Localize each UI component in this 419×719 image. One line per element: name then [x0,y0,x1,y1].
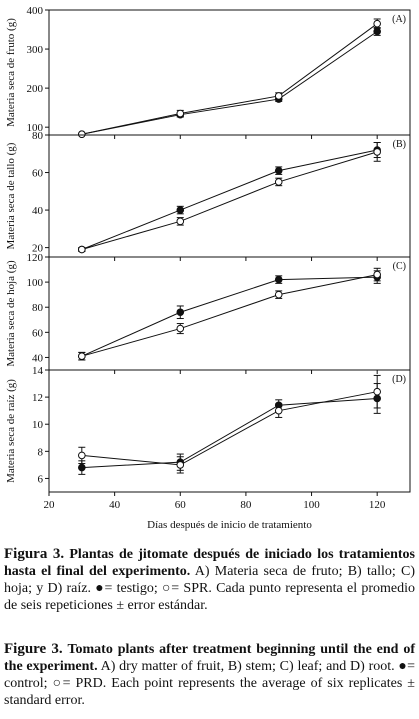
y-axis-label: Materia seca de hoja (g) [5,260,17,367]
panel-frame [48,256,411,371]
panel-frame [48,369,411,493]
panel-label: (B) [393,139,406,150]
y-axis-label: Materia seca de fruto (g) [5,18,17,127]
caption-es-label: Figura 3. [4,546,65,562]
caption-en-text: A) dry matter of fruit, B) stem; C) leaf… [4,659,415,708]
data-point-open [274,178,283,186]
x-tick-label: 20 [44,499,56,511]
y-tick-label: 100 [27,122,44,134]
data-point-open [373,387,381,396]
data-point-filled [176,308,185,317]
y-tick-label: 80 [32,302,44,314]
series-line [81,391,378,466]
y-tick-label: 14 [32,365,44,377]
data-point-open [176,461,185,469]
panel-frame [48,9,411,136]
data-point-open [373,148,381,156]
x-axis-label: Días después de inicio de tratamiento [147,519,312,531]
data-point-open [274,92,283,100]
caption-es-bold: Plantas de jitomate después de iniciado … [4,547,415,579]
y-tick-label: 60 [32,327,44,339]
data-point-open [176,217,185,226]
series-line [81,23,378,135]
series-line [81,276,378,357]
y-tick-label: 40 [32,205,44,217]
data-point-open [176,109,185,118]
panel-label: (D) [392,374,406,385]
data-point-open [78,451,86,460]
caption-en-bold: Tomato plants after treatment beginning … [4,642,415,674]
data-point-open [176,324,185,333]
data-point-open [78,130,86,139]
data-point-filled [373,394,381,403]
data-point-open [78,245,86,254]
y-tick-label: 100 [27,277,44,289]
x-tick-label: 120 [369,499,386,511]
y-tick-label: 12 [32,392,43,404]
y-tick-label: 200 [27,83,44,95]
panel-label: (C) [393,261,406,272]
data-point-filled [373,27,381,36]
series-line [81,31,378,135]
x-tick-label: 80 [240,499,252,511]
series-line [81,149,378,250]
caption-english: Figure 3. Tomato plants after treatment … [4,641,415,709]
panel-label: (A) [392,14,406,25]
y-tick-label: 80 [32,130,44,142]
y-tick-label: 120 [27,252,44,264]
data-point-open [373,19,381,28]
x-tick-label: 100 [303,499,320,511]
data-point-open [274,406,283,415]
y-tick-label: 6 [38,473,44,485]
y-tick-label: 300 [27,44,44,56]
y-tick-label: 60 [32,168,44,180]
y-axis-label: Materia seca de raíz (g) [5,379,17,483]
y-tick-label: 10 [32,419,44,431]
y-axis-label: Materia seca de tallo (g) [5,142,17,249]
series-line [81,274,378,357]
y-tick-label: 40 [32,352,44,364]
series-line [81,397,378,469]
y-tick-label: 20 [32,243,44,255]
data-point-open [373,270,381,279]
caption-en-label: Figure 3. [4,641,63,657]
panel-frame [48,134,411,258]
caption-es-text: A) Materia seca de fruto; B) tallo; C) h… [4,564,415,613]
data-point-open [274,290,283,299]
data-point-filled [274,166,283,175]
data-point-open [78,352,86,360]
data-point-filled [274,275,283,284]
x-tick-label: 40 [109,499,121,511]
data-point-filled [176,206,185,214]
y-tick-label: 8 [38,446,44,458]
y-tick-label: 400 [27,5,44,17]
data-point-filled [78,463,86,472]
series-line [81,151,378,250]
caption-spanish: Figura 3. Plantas de jitomate después de… [4,546,415,614]
x-tick-label: 60 [175,499,187,511]
